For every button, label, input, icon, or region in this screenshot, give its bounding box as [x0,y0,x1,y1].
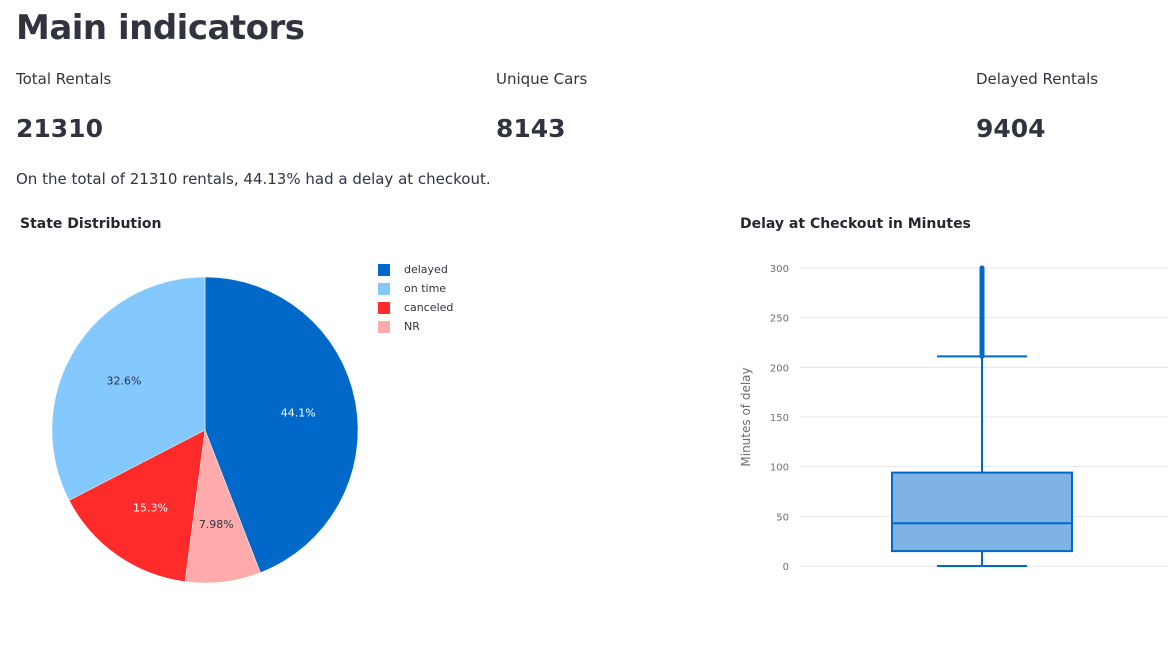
metric-value: 21310 [16,114,103,143]
y-tick-label: 50 [776,512,789,523]
metric-value: 8143 [496,114,566,143]
y-tick-label: 100 [770,463,789,474]
pie-slice-label: 44.1% [281,407,316,420]
pie-legend[interactable]: delayed on time canceled NR [378,260,453,336]
pie-slice-canceled[interactable] [68,429,206,582]
y-tick-label: 300 [770,264,789,275]
page-title: Main indicators [16,8,305,48]
legend-item-delayed[interactable]: delayed [378,260,453,279]
legend-swatch [378,263,390,276]
legend-label: on time [404,282,447,295]
y-tick-label: 250 [770,314,789,325]
metric-unique-cars: Unique Cars 8143 [496,70,587,143]
summary-text: On the total of 21310 rentals, 44.13% ha… [16,170,491,188]
legend-label: canceled [404,301,454,314]
legend-label: NR [404,320,420,333]
pie-slice-label: 7.98% [199,518,234,531]
pie-slice-on-time[interactable] [51,276,206,501]
legend-label: delayed [404,263,448,276]
box-chart-title: Delay at Checkout in Minutes [740,216,971,232]
pie-chart-title: State Distribution [20,216,162,232]
metric-delayed-rentals: Delayed Rentals 9404 [976,70,1098,143]
legend-item-nr[interactable]: NR [378,317,453,336]
pie-slice-label: 32.6% [106,375,141,388]
y-axis-label: Minutes of delay [739,367,753,466]
metric-total-rentals: Total Rentals 21310 [16,70,111,143]
metric-value: 9404 [976,114,1046,143]
legend-item-on-time[interactable]: on time [378,279,453,298]
pie-slice-delayed[interactable] [204,276,359,573]
y-tick-label: 0 [783,562,789,573]
y-tick-label: 150 [770,413,789,424]
box-plot-chart[interactable]: 0 50 100 150 200 250 300 Minutes of delay [730,240,1170,600]
legend-swatch [378,320,390,333]
pie-slice-label: 15.3% [133,502,168,515]
box-iqr[interactable] [891,471,1073,553]
legend-swatch [378,301,390,314]
pie-chart[interactable]: 44.1% 7.98% 15.3% 32.6% [0,240,420,600]
metric-label: Unique Cars [496,70,588,88]
metric-label: Total Rentals [16,70,112,88]
metric-label: Delayed Rentals [976,70,1099,88]
y-tick-label: 200 [770,363,789,374]
legend-item-canceled[interactable]: canceled [378,298,453,317]
legend-swatch [378,282,390,295]
